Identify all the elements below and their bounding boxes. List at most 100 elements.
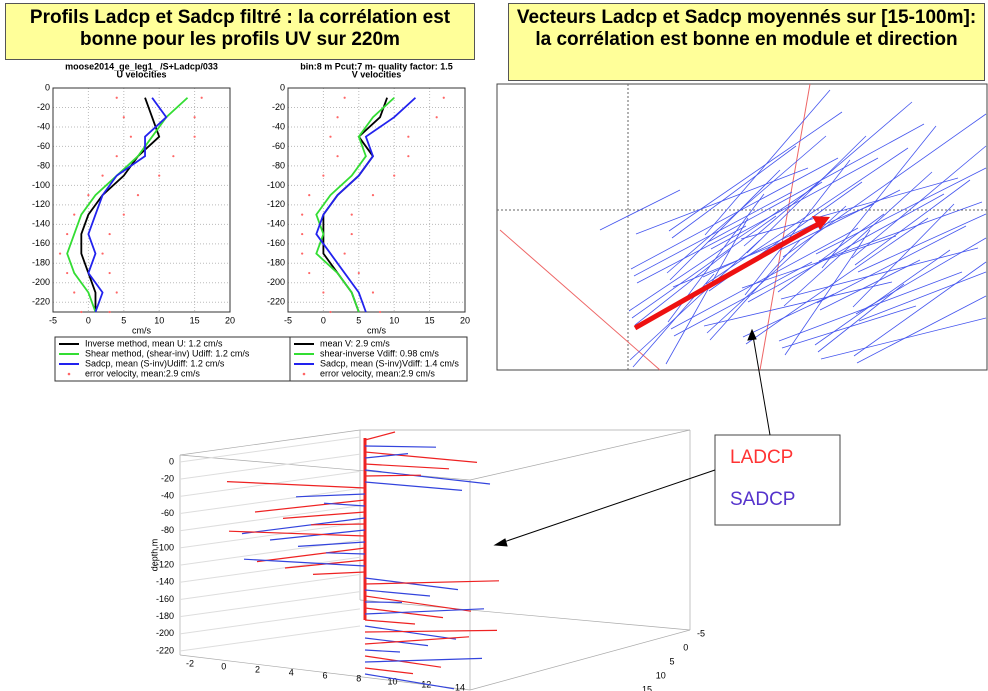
vector-3d	[254, 499, 366, 513]
error-dot	[172, 155, 175, 158]
vector	[819, 259, 921, 311]
vector	[856, 295, 987, 364]
vector-3d	[241, 517, 366, 535]
error-dot	[108, 232, 111, 236]
arrow	[747, 328, 771, 436]
vector-3d	[364, 481, 463, 491]
y-tick-label: -60	[37, 141, 50, 151]
x-tick-label: 10	[389, 315, 399, 325]
error-dot	[442, 96, 445, 99]
vector	[634, 249, 731, 326]
vector-3d	[364, 451, 478, 463]
vector-3d	[364, 608, 485, 615]
vector	[857, 213, 987, 273]
y-tick-label: -100	[267, 180, 285, 190]
error-dot	[301, 213, 304, 216]
legend-label: Sadcp, mean (S-inv)Udiff: 1.2 cm/s	[85, 358, 225, 368]
vector-3d	[364, 649, 401, 653]
error-dot	[407, 135, 410, 138]
vector	[673, 261, 813, 337]
vector	[705, 147, 909, 285]
vector-3d	[364, 589, 431, 597]
vector-3d	[364, 629, 498, 633]
error-dot	[73, 213, 76, 216]
vector	[858, 271, 987, 322]
error-dot	[308, 271, 311, 275]
grid-line	[179, 522, 361, 549]
z-tick-label: -120	[156, 559, 174, 569]
error-dot	[66, 271, 69, 275]
x-tick-label: 5	[356, 315, 361, 325]
vector	[740, 177, 959, 240]
y-tick-label: 0	[280, 82, 285, 92]
y-tick-label: -120	[32, 199, 50, 209]
x-tick-label: -5	[284, 315, 292, 325]
y-tick-label: -180	[267, 258, 285, 268]
vector-3d	[364, 474, 422, 477]
vector	[745, 217, 929, 345]
y-tick-label: -220	[32, 297, 50, 307]
z-tick-label: -20	[161, 474, 174, 484]
vector-3d	[297, 541, 366, 547]
legend-box	[54, 336, 301, 382]
x-tick-label: 8	[356, 673, 361, 683]
x-tick-label: 6	[322, 670, 327, 680]
vector	[599, 189, 681, 231]
x-tick-label: 0	[221, 661, 226, 671]
error-dot	[322, 291, 325, 294]
z-tick-label: -160	[156, 594, 174, 604]
error-dot	[407, 155, 410, 158]
legend-label: Shear method, (shear-inv) Udiff: 1.2 cm/…	[85, 348, 250, 358]
grid-line	[179, 488, 361, 515]
sadcp-label: SADCP	[730, 489, 795, 510]
grid-line	[179, 573, 361, 600]
vector-3d	[256, 547, 366, 563]
x-tick-label: 10	[387, 676, 397, 686]
vector	[703, 281, 893, 327]
x-tick-label: 15	[190, 315, 200, 325]
error-dot	[58, 252, 62, 255]
vector-3d	[364, 595, 472, 612]
x-tick-label: 14	[455, 682, 465, 691]
error-dot	[350, 213, 353, 216]
vector	[670, 227, 859, 330]
series-line	[80, 97, 161, 312]
vector-3d	[295, 493, 366, 498]
vector	[706, 205, 847, 334]
y-tick-label: -20	[272, 102, 285, 112]
z-tick-label: -180	[156, 611, 174, 621]
error-dot	[158, 174, 161, 177]
vector	[668, 111, 843, 232]
error-dot	[357, 271, 360, 275]
vector	[816, 225, 967, 304]
grid-line	[179, 591, 361, 618]
vector	[780, 247, 979, 300]
legend-label: shear-inverse Vdiff: 0.98 cm/s	[320, 348, 439, 358]
error-dot	[73, 291, 76, 294]
y-tick-label: -200	[32, 277, 50, 287]
grid-line	[179, 505, 361, 532]
error-dot	[393, 174, 396, 177]
series-line	[87, 97, 168, 313]
plot-frame	[287, 87, 466, 313]
y-tick-label: -160	[32, 238, 50, 248]
legend-label: error velocity, mean:2.9 cm/s	[320, 368, 435, 378]
error-dot	[122, 116, 125, 119]
error-dot	[87, 194, 90, 197]
box-edge	[469, 629, 691, 691]
error-dot	[329, 135, 332, 138]
vector	[671, 145, 797, 239]
vector-3d	[364, 655, 442, 668]
legend-marker	[67, 372, 71, 376]
z-tick-label: -220	[156, 645, 174, 655]
y-tick-label: -200	[267, 277, 285, 287]
y-tick-label: -140	[267, 219, 285, 229]
error-dot	[115, 155, 118, 158]
error-dot	[108, 271, 111, 275]
x-tick-label: -2	[186, 658, 194, 668]
x-tick-label: 10	[154, 315, 164, 325]
vector	[851, 145, 987, 259]
x-tick-label: 15	[425, 315, 435, 325]
vector	[665, 217, 749, 365]
